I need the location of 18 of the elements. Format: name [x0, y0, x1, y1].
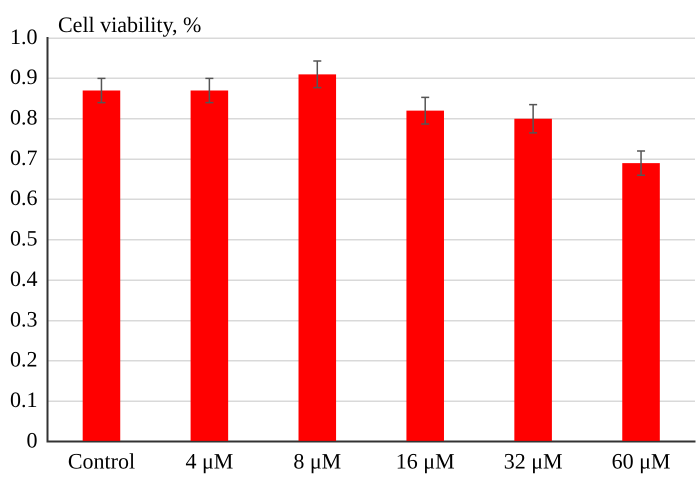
y-tick-label: 0	[26, 427, 38, 452]
y-tick-label: 0.6	[10, 185, 38, 210]
y-tick-label: 0.4	[10, 266, 38, 291]
x-tick-label: 60 μM	[612, 448, 670, 474]
y-axis-title: Cell viability, %	[58, 12, 202, 38]
x-tick-label: 4 μM	[185, 448, 234, 474]
y-tick-label: 1.0	[10, 24, 38, 49]
y-tick-label: 0.9	[10, 64, 38, 90]
y-tick-label: 0.2	[10, 346, 38, 372]
x-tick-label: 8 μM	[293, 448, 342, 474]
y-tick-label: 0.8	[10, 104, 38, 130]
x-tick-label: 16 μM	[396, 448, 455, 474]
x-tick-label: Control	[68, 448, 136, 474]
x-tick-label: 32 μM	[504, 448, 563, 474]
y-tick-label: 0.7	[10, 144, 38, 170]
y-tick-label: 0.5	[10, 226, 38, 251]
y-tick-label: 0.3	[10, 306, 38, 332]
y-tick-label: 0.1	[10, 387, 38, 412]
